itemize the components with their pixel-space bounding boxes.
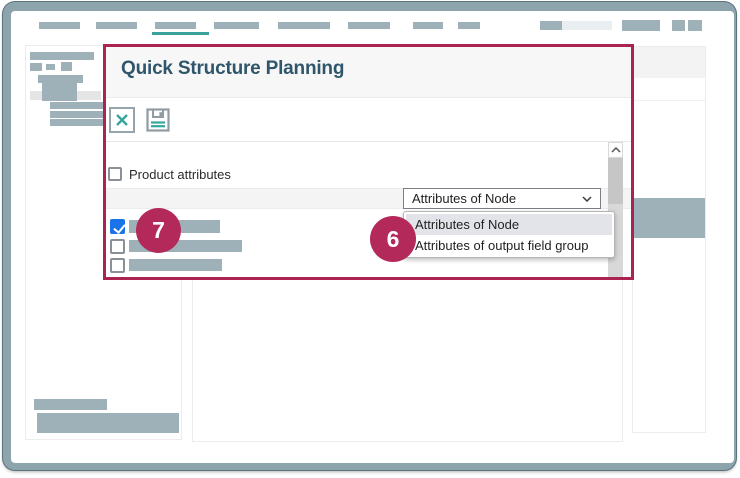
- dialog-titlebar: [106, 47, 631, 98]
- redacted-label-bar: [129, 259, 222, 271]
- toolbar-icon-button[interactable]: [672, 20, 685, 31]
- dropdown-option-attributes-of-output-field-group[interactable]: Attributes of output field group: [415, 238, 589, 253]
- attributes-dropdown-list: Attributes of Node Attributes of output …: [403, 211, 615, 258]
- menubar-item[interactable]: [96, 22, 137, 29]
- right-panel-header: [633, 47, 705, 78]
- product-attributes-label: Product attributes: [129, 167, 231, 182]
- menubar-item[interactable]: [413, 22, 443, 29]
- menubar-item[interactable]: [278, 22, 330, 29]
- sidebar-toolbar-icon[interactable]: [61, 62, 72, 71]
- scrollbar-up-button[interactable]: [608, 142, 623, 158]
- save-button[interactable]: [144, 106, 172, 133]
- callout-6-badge: 6: [370, 216, 416, 262]
- tree-node-bar[interactable]: [42, 83, 77, 101]
- sidebar-footer-button[interactable]: [37, 413, 179, 433]
- menubar-item[interactable]: [348, 22, 390, 29]
- sidebar-footer-button[interactable]: [34, 399, 107, 410]
- close-button[interactable]: [109, 107, 135, 133]
- attribute-row-checkbox[interactable]: [110, 219, 125, 234]
- sidebar-header-bar: [30, 52, 94, 60]
- tree-node-bar[interactable]: [38, 75, 83, 83]
- tree-node-bar[interactable]: [50, 111, 107, 118]
- tree-node-bar[interactable]: [50, 102, 107, 109]
- redacted-row-bar[interactable]: [633, 198, 705, 238]
- sidebar-toolbar-icon[interactable]: [46, 64, 55, 70]
- chevron-up-icon: [610, 147, 621, 153]
- quick-structure-planning-dialog: Quick Structure Planning Product attribu…: [103, 44, 634, 280]
- tree-node-bar[interactable]: [50, 119, 107, 126]
- attributes-select-value: Attributes of Node: [412, 191, 517, 206]
- scrollbar-thumb[interactable]: [608, 158, 623, 204]
- toolbar-button[interactable]: [622, 20, 660, 31]
- menubar-item-active[interactable]: [155, 22, 196, 29]
- right-panel-divider: [633, 100, 705, 101]
- sidebar-toolbar-icon[interactable]: [30, 63, 42, 71]
- menubar-item[interactable]: [214, 22, 259, 29]
- save-floppy-icon: [145, 107, 171, 133]
- right-panel: [632, 46, 706, 433]
- menubar-item[interactable]: [39, 22, 80, 29]
- menubar-item[interactable]: [458, 22, 480, 29]
- toolbar-icon-button[interactable]: [688, 20, 702, 31]
- chevron-down-icon: [582, 195, 592, 202]
- dialog-title: Quick Structure Planning: [121, 58, 345, 79]
- search-field-label: [540, 21, 562, 30]
- attributes-select[interactable]: Attributes of Node: [403, 188, 601, 209]
- toolbar-divider: [106, 141, 631, 142]
- close-x-icon: [114, 112, 130, 128]
- dropdown-option-attributes-of-node[interactable]: Attributes of Node: [406, 214, 612, 235]
- attribute-row-checkbox[interactable]: [110, 239, 125, 254]
- attribute-row-checkbox[interactable]: [110, 258, 125, 273]
- product-attributes-checkbox[interactable]: [108, 167, 122, 181]
- search-field[interactable]: [540, 21, 612, 30]
- active-tab-underline: [152, 32, 209, 35]
- callout-7-badge: 7: [136, 208, 181, 253]
